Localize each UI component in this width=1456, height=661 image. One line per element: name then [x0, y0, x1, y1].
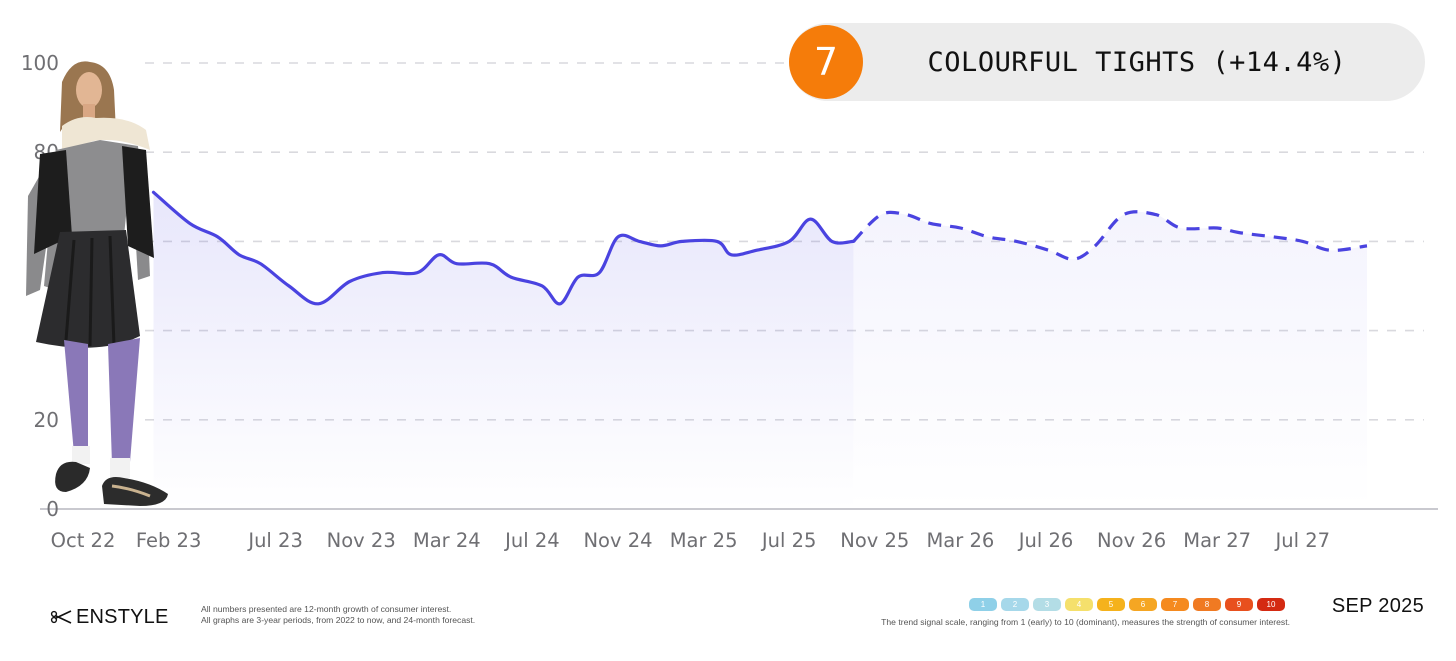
- y-tick-label: 100: [21, 51, 59, 75]
- scale-chip: 2: [1001, 598, 1029, 611]
- series-lines: [151, 190, 1368, 306]
- y-tick-label: 20: [34, 408, 59, 432]
- x-tick-label: Jul 24: [503, 529, 560, 552]
- brand-name: ENSTYLE: [76, 605, 169, 628]
- forecast-area: [853, 211, 1367, 510]
- x-tick-label: Mar 26: [926, 529, 994, 552]
- history-area: [153, 192, 854, 510]
- scale-chip: 5: [1097, 598, 1125, 611]
- scale-chip: 8: [1193, 598, 1221, 611]
- scale-chip: 3: [1033, 598, 1061, 611]
- x-tick-label: Mar 24: [413, 529, 481, 552]
- report-date: SEP 2025: [1331, 595, 1424, 617]
- trend-title: COLOURFUL TIGHTS (+14.4%): [927, 47, 1347, 78]
- forecast-line: [852, 210, 1368, 261]
- history-line: [151, 190, 855, 306]
- x-tick-label: Jul 23: [246, 529, 303, 552]
- x-tick-label: Oct 22: [51, 529, 116, 552]
- scale-chip: 4: [1065, 598, 1093, 611]
- x-tick-label: Jul 25: [760, 529, 817, 552]
- scale-chip: 1: [969, 598, 997, 611]
- footer-note-line1: All numbers presented are 12-month growt…: [201, 604, 452, 614]
- trend-rank-circle: 7: [789, 25, 863, 99]
- x-tick-label: Nov 25: [840, 529, 909, 552]
- scale-chip: 7: [1161, 598, 1189, 611]
- model-photo: [26, 61, 168, 506]
- footer-note: All numbers presented are 12-month growt…: [201, 604, 475, 626]
- x-tick-label: Feb 23: [136, 529, 202, 552]
- scissors-icon: [50, 610, 72, 624]
- x-tick-label: Nov 24: [583, 529, 652, 552]
- y-tick-label: 0: [46, 497, 59, 521]
- brand-logo: ENSTYLE: [50, 604, 169, 630]
- scale-chip: 9: [1225, 598, 1253, 611]
- trend-signal-scale: 1 2 3 4 5 6 7 8 9 10: [969, 598, 1285, 611]
- scale-chip: 10: [1257, 598, 1285, 611]
- footer-note-line2: All graphs are 3-year periods, from 2022…: [201, 615, 476, 625]
- x-tick-label: Nov 23: [327, 529, 396, 552]
- x-tick-label: Nov 26: [1097, 529, 1166, 552]
- x-tick-label: Mar 25: [670, 529, 738, 552]
- x-tick-label: Jul 27: [1274, 529, 1331, 552]
- x-tick-label: Mar 27: [1183, 529, 1251, 552]
- area-fill: [153, 192, 1367, 510]
- scale-chip: 6: [1129, 598, 1157, 611]
- x-axis-ticks: Oct 22 Feb 23 Jul 23 Nov 23 Mar 24 Jul 24 Nov …: [51, 529, 1330, 552]
- trend-badge: 7 COLOURFUL TIGHTS (+14.4%): [789, 23, 1425, 101]
- scale-caption: The trend signal scale, ranging from 1 (…: [881, 617, 1290, 627]
- x-tick-label: Jul 26: [1017, 529, 1074, 552]
